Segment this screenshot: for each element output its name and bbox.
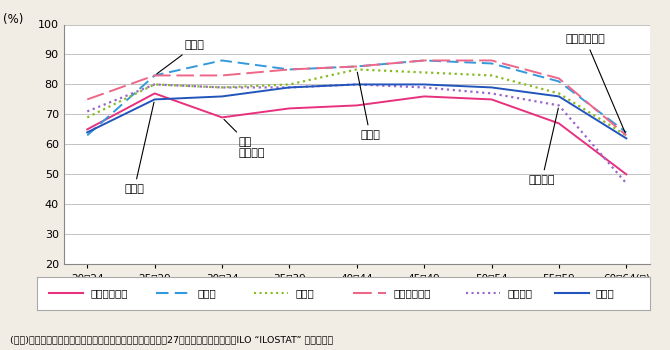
Text: ドイツ: ドイツ [125,102,154,194]
Text: 福井県: 福井県 [198,288,216,298]
Text: 福井県: 福井県 [157,41,205,74]
Text: 富山県: 富山県 [357,72,380,140]
Text: 日本
（全国）: 日本 （全国） [224,119,265,158]
Text: ドイツ: ドイツ [596,288,614,298]
Text: フランス: フランス [507,288,532,298]
Text: スウェーデン: スウェーデン [565,35,625,133]
Text: 富山県: 富山県 [295,288,314,298]
Text: (備考)日本は，総務省「国勢調査（抄出速報集計）」（平成27年），その他の国は，ILO “ILOSTAT” より作成。: (備考)日本は，総務省「国勢調査（抄出速報集計）」（平成27年），その他の国は，… [10,335,333,344]
Text: (%): (%) [3,13,23,26]
Text: スウェーデン: スウェーデン [394,288,431,298]
Text: 日本（全国）: 日本（全国） [90,288,128,298]
Text: フランス: フランス [529,108,558,186]
